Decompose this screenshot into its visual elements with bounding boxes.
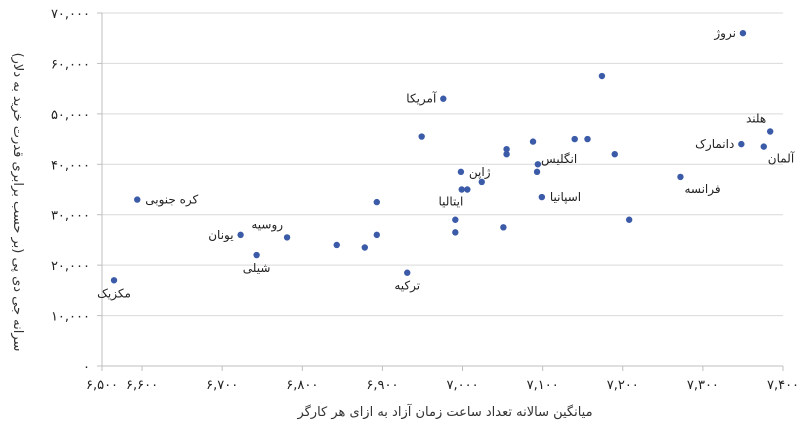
data-point-1: [134, 196, 141, 203]
data-point-7: [373, 231, 381, 239]
point-label-9: ترکیه: [394, 279, 420, 294]
x-tick-label-3: ۶,۸۰۰: [286, 378, 318, 393]
data-point-16: [464, 186, 471, 193]
point-label-2: یونان: [208, 228, 233, 243]
y-tick-label-1: ۱۰,۰۰۰: [51, 310, 90, 325]
data-point-26: [584, 135, 591, 143]
data-point-27: [598, 72, 606, 80]
point-label-14: ژاپن: [469, 165, 491, 180]
x-tick-label-0: ۶,۵۰۰: [86, 378, 118, 393]
point-label-31: نروژ: [713, 26, 736, 41]
data-point-0: [110, 277, 118, 284]
x-tick-label-6: ۷,۱۰۰: [527, 378, 559, 393]
data-point-8: [373, 198, 381, 206]
data-point-9: [404, 269, 411, 276]
data-point-19: [503, 145, 510, 153]
data-point-13: [452, 229, 459, 236]
data-point-12: [452, 216, 459, 223]
data-point-33: [760, 143, 767, 150]
y-tick-label-6: ۶۰,۰۰۰: [51, 57, 90, 72]
point-label-0: مکزیک: [97, 286, 131, 301]
data-point-29: [625, 216, 633, 223]
data-point-11: [440, 95, 447, 102]
data-point-25: [571, 135, 578, 143]
y-axis-title: سرانه جی دی پی (بر حسب برابری قدرت خرید …: [10, 53, 25, 352]
x-tick-label-7: ۷,۲۰۰: [607, 378, 639, 393]
point-label-22: انگلیس: [541, 152, 577, 167]
x-tick-label-9: ۷,۴۰۰: [767, 378, 799, 393]
y-tick-label-5: ۵۰,۰۰۰: [51, 108, 90, 123]
data-point-18: [500, 224, 507, 231]
point-label-4: روسیه: [251, 217, 283, 232]
point-label-11: آمریکا: [406, 91, 437, 107]
y-tick-labels: ۰ ۱۰,۰۰۰ ۲۰,۰۰۰ ۳۰,۰۰۰ ۴۰,۰۰۰ ۵۰,۰۰۰ ۶۰,۰۰۰ ۷۰,…: [51, 7, 90, 375]
y-tick-label-3: ۳۰,۰۰۰: [51, 209, 90, 224]
point-label-16: ایتالیا: [438, 195, 463, 209]
data-point-3: [253, 251, 260, 259]
axes: [97, 12, 784, 371]
y-tick-label-2: ۲۰,۰۰۰: [51, 259, 90, 274]
x-axis-title: میانگین سالانه تعداد ساعت زمان آزاد به ا…: [296, 403, 592, 420]
data-point-5: [333, 241, 340, 249]
gridlines: [102, 12, 783, 317]
y-tick-label-4: ۴۰,۰۰۰: [51, 158, 90, 173]
y-tick-label-0: ۰: [83, 360, 90, 375]
data-point-4: [283, 234, 291, 241]
data-point-22: [533, 168, 541, 176]
point-label-30: فرانسه: [684, 182, 720, 197]
x-tick-label-1: ۶,۶۰۰: [126, 378, 158, 393]
data-point-6: [361, 244, 368, 251]
data-point-17: [478, 178, 485, 186]
data-point-32: [738, 140, 745, 148]
data-point-23: [534, 161, 542, 168]
point-labels: مکزیک کره جنوبی یونان شیلی روسیه ترکیه آمریکا ژ…: [97, 26, 795, 301]
data-point-34: [766, 128, 774, 135]
data-points: [110, 29, 774, 284]
data-point-15: [458, 186, 465, 193]
point-label-24: اسپانیا: [550, 190, 581, 204]
x-tick-label-5: ۷,۰۰۰: [446, 378, 478, 393]
point-label-32: دانمارک: [695, 137, 734, 152]
point-label-1: کره جنوبی: [145, 193, 198, 208]
x-tick-label-2: ۶,۷۰۰: [206, 378, 238, 393]
data-point-2: [237, 231, 244, 239]
data-point-30: [677, 173, 684, 181]
data-point-28: [611, 151, 618, 158]
data-point-24: [538, 193, 546, 201]
data-point-21: [529, 138, 537, 145]
data-point-20: [503, 151, 510, 158]
x-tick-labels: ۶,۵۰۰ ۶,۶۰۰ ۶,۷۰۰ ۶,۸۰۰ ۶,۹۰۰ ۷,۰۰۰ ۷,۱۰۰ ۷,۲۰۰…: [86, 378, 799, 393]
point-label-3: شیلی: [243, 261, 271, 275]
point-label-33: آلمان: [768, 151, 795, 166]
data-point-14: [457, 168, 465, 176]
x-tick-label-8: ۷,۳۰۰: [687, 378, 719, 393]
x-tick-label-4: ۶,۹۰۰: [366, 378, 398, 393]
point-label-34: هلند: [746, 112, 766, 126]
data-point-10: [418, 133, 425, 140]
y-tick-label-7: ۷۰,۰۰۰: [51, 7, 90, 22]
data-point-31: [739, 29, 747, 37]
